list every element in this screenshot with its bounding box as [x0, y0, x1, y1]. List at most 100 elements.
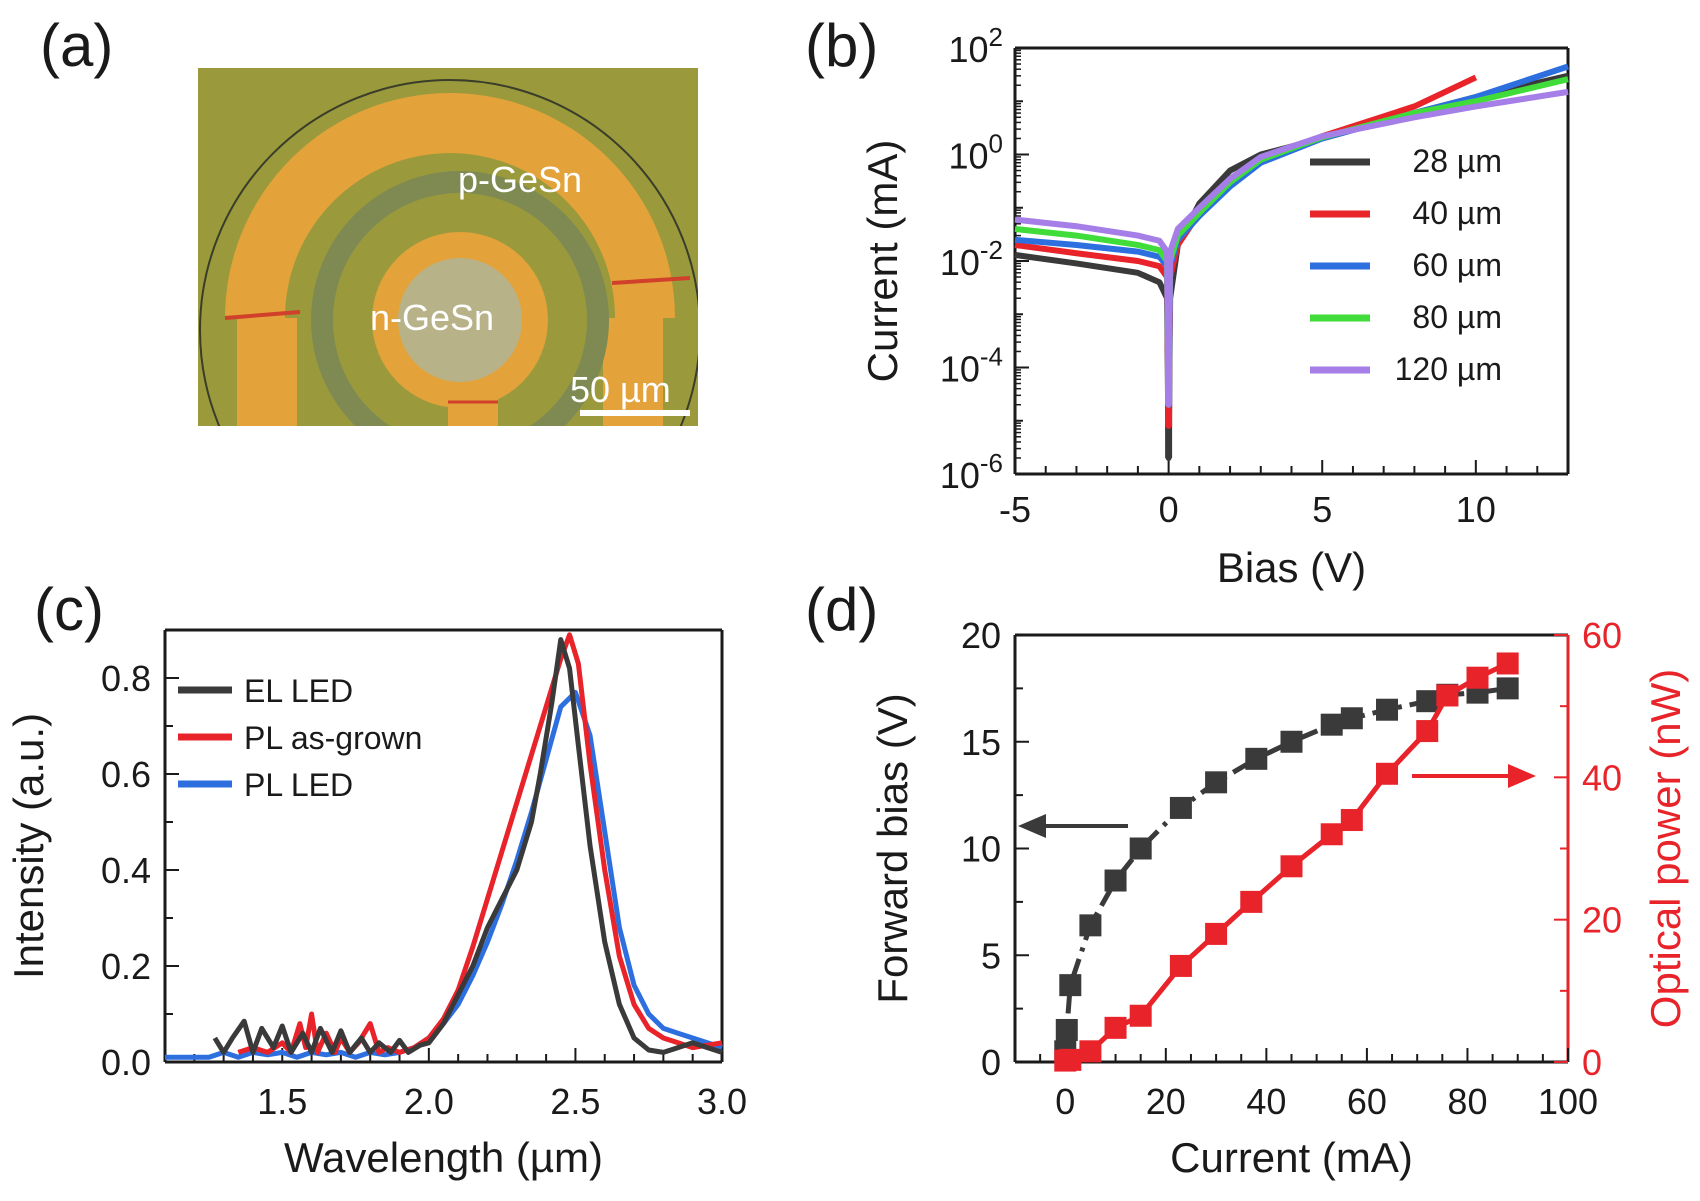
x-axis-label: Current (mA) [1170, 1134, 1413, 1181]
chart-c: 1.5 2.0 2.5 3.0 0.0 0.2 0.4 0.6 0.8 Wavelength (µ… [5, 628, 747, 1181]
p-contact-arc [225, 93, 675, 318]
data-point [1059, 1048, 1082, 1071]
y-tick-label: 100 [948, 129, 1003, 177]
data-point [1104, 1016, 1127, 1039]
y-axis-label-left: Forward bias (V) [869, 693, 916, 1003]
data-point [1205, 922, 1228, 945]
y-tick-label-right: 20 [1582, 900, 1622, 941]
micrograph: p-GeSn n-GeSn 50 µm [198, 68, 698, 426]
y-axis-label-right: Optical power (nW) [1642, 669, 1689, 1028]
x-tick-label: 10 [1456, 489, 1496, 530]
y-tick-label-left: 20 [961, 615, 1001, 656]
series-line [1064, 661, 1509, 1064]
x-tick-label: 60 [1347, 1081, 1387, 1122]
x-tick-label: 2.5 [550, 1081, 600, 1122]
x-tick-label: 1.5 [257, 1081, 307, 1122]
y-tick-label-right: 0 [1582, 1042, 1602, 1083]
y-tick-label: 102 [948, 22, 1003, 70]
n-gesn-label: n-GeSn [370, 297, 494, 338]
y-tick-label-left: 0 [981, 1042, 1001, 1083]
data-point [1416, 690, 1439, 713]
x-tick-label: 5 [1312, 489, 1332, 530]
y-tick-label-left: 5 [981, 935, 1001, 976]
data-point [1169, 796, 1192, 819]
panel-label-b: (b) [805, 12, 878, 79]
data-point [1496, 652, 1519, 675]
y-axis-label: Current (mA) [859, 140, 906, 383]
panel-label-c: (c) [34, 576, 104, 643]
y-tick-label-left: 15 [961, 722, 1001, 763]
legend-label: 40 µm [1412, 195, 1502, 231]
legend-label: 60 µm [1412, 247, 1502, 283]
n-contact-leg [448, 395, 498, 426]
y-tick-label: 0.2 [101, 946, 151, 987]
data-point [1079, 1040, 1102, 1063]
data-point [1169, 954, 1192, 977]
data-point [1340, 707, 1363, 730]
scale-bar-label: 50 µm [570, 369, 671, 410]
data-point [1055, 1018, 1078, 1041]
left-contact-edge [224, 310, 301, 320]
data-point [1129, 1004, 1152, 1027]
data-point [1320, 823, 1343, 846]
x-tick-label: 20 [1146, 1081, 1186, 1122]
chart-b: -5 0 5 10 10-6 10-4 10-2 100 102 Bias (V) Current … [859, 22, 1570, 591]
y-tick-label-left: 10 [961, 829, 1001, 870]
y-tick-label: 0.8 [101, 658, 151, 699]
isolation-ring [311, 171, 609, 426]
p-gesn-label: p-GeSn [458, 159, 582, 200]
x-tick-label: -5 [999, 489, 1031, 530]
p-contact-right-leg [603, 318, 663, 426]
y-axis-label: Intensity (a.u.) [5, 713, 52, 979]
data-point [1340, 809, 1363, 832]
right-contact-edge [611, 276, 691, 285]
panel-label-a: (a) [40, 12, 113, 79]
x-axis-label: Bias (V) [1217, 544, 1366, 591]
legend-label: EL LED [244, 673, 353, 709]
data-point [1129, 837, 1152, 860]
data-point [1416, 720, 1439, 743]
data-point [1280, 730, 1303, 753]
data-point [1466, 666, 1489, 689]
legend-label: PL as-grown [244, 720, 422, 756]
scale-bar [580, 410, 690, 416]
x-tick-label: 3.0 [697, 1081, 747, 1122]
y-tick-label: 0.6 [101, 754, 151, 795]
legend-label: 80 µm [1412, 299, 1502, 335]
series-line [212, 637, 723, 1055]
data-point [1079, 914, 1102, 937]
data-point [1376, 762, 1399, 785]
data-point [1436, 684, 1459, 707]
x-tick-label: 100 [1538, 1081, 1598, 1122]
y-tick-label: 0.0 [101, 1042, 151, 1083]
y-tick-label-right: 60 [1582, 615, 1622, 656]
data-point [1376, 698, 1399, 721]
x-tick-label: 2.0 [404, 1081, 454, 1122]
x-tick-label: 0 [1055, 1081, 1075, 1122]
legend-label: 120 µm [1395, 351, 1502, 387]
x-axis-label: Wavelength (µm) [284, 1134, 603, 1181]
y-tick-label: 0.4 [101, 850, 151, 891]
data-point [1240, 890, 1263, 913]
data-point [1104, 869, 1127, 892]
x-tick-label: 0 [1159, 489, 1179, 530]
y-tick-label: 10-4 [940, 342, 1003, 390]
x-tick-label: 40 [1246, 1081, 1286, 1122]
x-tick-label: 80 [1447, 1081, 1487, 1122]
p-contact-left-leg [237, 318, 297, 426]
legend-label: PL LED [244, 767, 353, 803]
panel-label-d: (d) [805, 576, 878, 643]
data-point [1496, 677, 1519, 700]
data-point [1205, 771, 1228, 794]
data-point [1280, 855, 1303, 878]
data-point [1245, 747, 1268, 770]
right-axis-arrowhead [1508, 764, 1536, 788]
data-point [1320, 713, 1343, 736]
y-tick-label-right: 40 [1582, 757, 1622, 798]
y-tick-label: 10-6 [940, 448, 1003, 496]
mesa-center [398, 258, 522, 382]
series-line [1014, 88, 1569, 408]
y-tick-label: 10-2 [940, 235, 1003, 283]
